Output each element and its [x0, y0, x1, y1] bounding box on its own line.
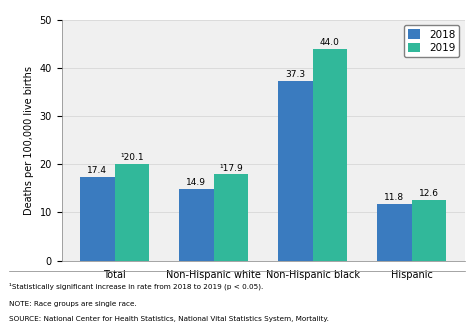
- Bar: [278, 81, 312, 261]
- Bar: [312, 49, 347, 261]
- Text: ¹17.9: ¹17.9: [219, 164, 243, 172]
- Text: 11.8: 11.8: [384, 193, 404, 202]
- Text: 44.0: 44.0: [320, 38, 340, 47]
- Bar: [377, 204, 411, 261]
- Bar: [214, 174, 248, 261]
- Text: SOURCE: National Center for Health Statistics, National Vital Statistics System,: SOURCE: National Center for Health Stati…: [9, 316, 329, 322]
- Text: NOTE: Race groups are single race.: NOTE: Race groups are single race.: [9, 301, 137, 307]
- Text: 12.6: 12.6: [419, 189, 439, 198]
- Text: 14.9: 14.9: [186, 178, 206, 187]
- Bar: [411, 200, 446, 261]
- Y-axis label: Deaths per 100,000 live births: Deaths per 100,000 live births: [24, 66, 34, 215]
- Text: ¹20.1: ¹20.1: [120, 153, 144, 162]
- Legend: 2018, 2019: 2018, 2019: [404, 25, 459, 57]
- Text: 17.4: 17.4: [87, 166, 107, 175]
- Text: ¹Statistically significant increase in rate from 2018 to 2019 (p < 0.05).: ¹Statistically significant increase in r…: [9, 282, 264, 290]
- Text: 37.3: 37.3: [285, 70, 305, 79]
- Bar: [80, 177, 115, 261]
- Bar: [115, 164, 149, 261]
- Bar: [179, 189, 214, 261]
